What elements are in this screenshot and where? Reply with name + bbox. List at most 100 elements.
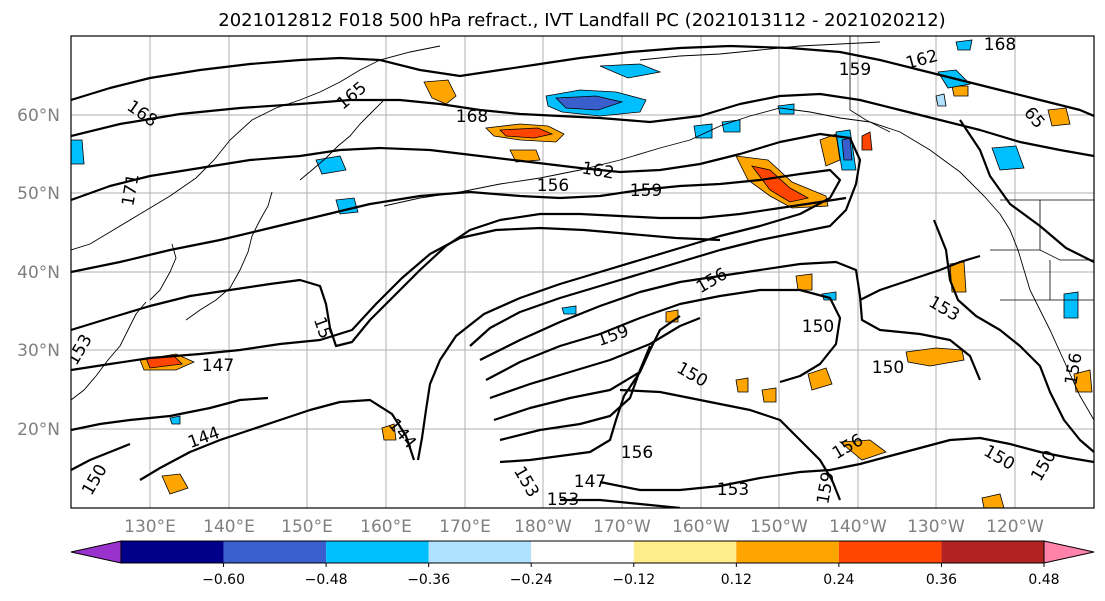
contour-label: 150 — [802, 317, 834, 337]
positive-anomaly — [951, 85, 969, 97]
korea-coast — [149, 243, 177, 301]
longitude-tick-label: 120°W — [986, 517, 1044, 537]
colorbar-segment — [941, 541, 1044, 563]
contour-line — [959, 119, 1094, 263]
negative-anomaly — [991, 145, 1025, 171]
negative-anomaly — [555, 95, 624, 111]
longitude-tick-label: 170°W — [593, 517, 651, 537]
colorbar-segment — [633, 541, 737, 563]
positive-anomaly — [665, 309, 679, 323]
contour-line — [71, 44, 1094, 118]
colorbar-segment — [121, 541, 224, 563]
negative-anomaly — [561, 305, 577, 315]
negative-anomaly — [821, 291, 837, 301]
colorbar-segment — [838, 541, 942, 563]
positive-anomaly — [795, 273, 813, 291]
colorbar-tick-label: 0.48 — [1028, 572, 1059, 588]
colorbar-segment — [531, 541, 634, 563]
contour-label: 147 — [202, 356, 234, 376]
positive-anomaly — [807, 367, 833, 391]
height-contours — [71, 44, 1094, 508]
contour-label: 159 — [630, 181, 662, 201]
positive-anomaly — [981, 493, 1005, 508]
longitude-tick-label: 170°E — [439, 517, 491, 537]
longitude-axis: 130°E 140°E 150°E 160°E 170°E 180°W 170°W 160°W… — [124, 517, 1044, 537]
contour-label: 168 — [984, 35, 1016, 55]
alaska-coast — [689, 107, 1001, 215]
negative-anomaly — [721, 119, 741, 133]
positive-anomaly — [761, 387, 777, 403]
longitude-tick-label: 150°W — [750, 517, 808, 537]
contour-line — [499, 345, 652, 442]
colorbar-segment — [326, 541, 429, 563]
colorbar: −0.60 −0.48 −0.36 −0.24 −0.12 0.12 0.24 0.36 0.4… — [70, 540, 1095, 588]
alaska-canada-border — [849, 36, 891, 133]
contour-line — [71, 226, 721, 372]
contour-line — [71, 168, 842, 461]
negative-anomaly — [935, 93, 947, 107]
contour-line — [859, 254, 981, 301]
longitude-tick-label: 180°W — [514, 517, 572, 537]
positive-anomaly — [905, 347, 965, 367]
contour-label: 153 — [547, 490, 579, 510]
colorbar-tick-label: 0.24 — [823, 572, 854, 588]
longitude-tick-label: 150°E — [281, 517, 333, 537]
colorbar-tick-label: −0.48 — [305, 572, 348, 588]
negative-anomaly — [71, 139, 85, 165]
latitude-axis: 20°N 30°N 40°N 50°N 60°N — [17, 106, 60, 440]
positive-anomaly — [735, 377, 749, 393]
latitude-tick-label: 30°N — [17, 341, 60, 361]
latitude-tick-label: 50°N — [17, 184, 60, 204]
latitude-tick-label: 40°N — [17, 263, 60, 283]
contour-label: 156 — [621, 443, 653, 463]
positive-anomaly — [381, 423, 397, 441]
colorbar-outline — [120, 540, 1045, 564]
colorbar-extend-min — [70, 540, 122, 564]
contour-line — [71, 396, 269, 432]
contour-line — [599, 436, 1094, 492]
contour-line — [493, 315, 681, 422]
colorbar-segment — [736, 541, 839, 563]
colorbar-tick-label: −0.36 — [407, 572, 450, 588]
colorbar-segment — [428, 541, 532, 563]
contour-line — [139, 398, 416, 481]
longitude-tick-label: 130°E — [124, 517, 176, 537]
colorbar-tick-label: −0.12 — [612, 572, 655, 588]
longitude-tick-label: 140°E — [203, 517, 255, 537]
colorbar-tick-label: 0.36 — [926, 572, 957, 588]
negative-anomaly — [599, 63, 662, 79]
contour-label: 150 — [872, 358, 904, 378]
colorbar-tick-label: 0.12 — [721, 572, 752, 588]
contour-line — [932, 219, 1094, 453]
longitude-tick-label: 160°W — [672, 517, 730, 537]
contour-line — [560, 498, 681, 508]
contour-line — [489, 316, 701, 400]
contour-line — [479, 260, 982, 381]
contour-line — [619, 388, 842, 501]
contour-label: 168 — [456, 107, 488, 127]
longitude-tick-label: 140°W — [829, 517, 887, 537]
positive-anomaly — [751, 165, 810, 203]
colorbar-extend-max — [1043, 540, 1095, 564]
kamchatka-coast — [299, 99, 385, 181]
contour-line — [71, 196, 847, 348]
positive-anomaly — [161, 473, 189, 495]
asia-coast — [71, 45, 441, 251]
contour-label: 153 — [717, 480, 749, 500]
latitude-tick-label: 60°N — [17, 106, 60, 126]
positive-anomaly — [509, 149, 541, 163]
contour-line — [485, 288, 842, 384]
positive-anomaly — [423, 79, 457, 105]
contour-line — [71, 132, 862, 347]
colorbar-segment — [223, 541, 327, 563]
japan-coast — [185, 191, 273, 321]
map-title: 2021012812 F018 500 hPa refract., IVT La… — [218, 10, 945, 31]
coastlines — [71, 41, 1094, 421]
contour-line — [71, 442, 131, 471]
contour-line — [71, 92, 1094, 158]
positive-anomaly — [1047, 107, 1071, 127]
latitude-tick-label: 20°N — [17, 420, 60, 440]
negative-anomaly — [169, 415, 181, 425]
